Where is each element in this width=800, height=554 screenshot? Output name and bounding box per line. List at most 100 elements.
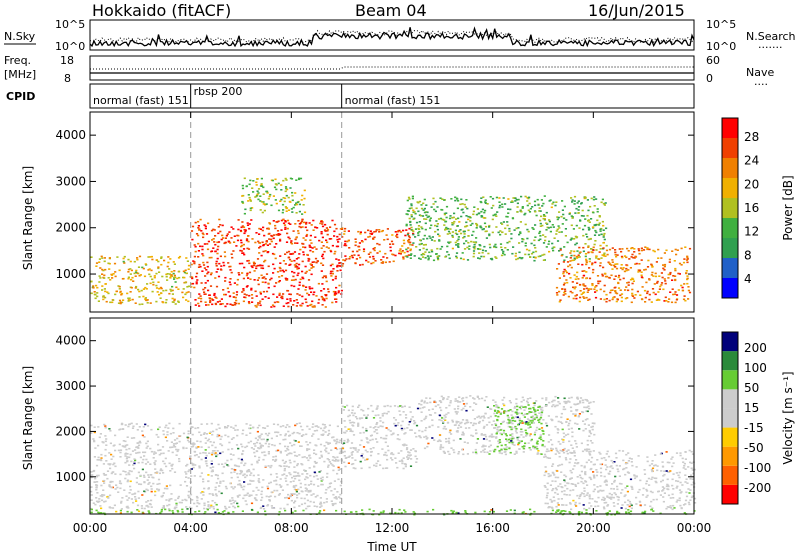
scatter-cell xyxy=(194,464,197,466)
scatter-cell xyxy=(462,237,465,239)
scatter-cell xyxy=(280,275,284,277)
scatter-cell xyxy=(194,221,197,224)
scatter-cell xyxy=(134,459,137,462)
scatter-cell xyxy=(593,477,596,479)
scatter-cell xyxy=(311,287,314,290)
scatter-cell xyxy=(372,258,375,260)
scatter-cell xyxy=(187,490,190,493)
scatter-cell xyxy=(243,266,246,269)
scatter-cell xyxy=(394,457,397,459)
scatter-cell xyxy=(384,261,387,264)
scatter-cell xyxy=(251,266,254,269)
scatter-cell xyxy=(395,462,398,464)
scatter-cell xyxy=(504,450,507,453)
scatter-cell xyxy=(618,465,621,467)
scatter-cell xyxy=(233,296,236,298)
scatter-cell xyxy=(289,253,292,255)
scatter-cell xyxy=(436,257,440,260)
scatter-cell xyxy=(218,427,221,429)
scatter-cell xyxy=(556,240,560,242)
scatter-cell xyxy=(191,499,194,501)
scatter-cell xyxy=(327,464,330,467)
freq-right-tick-high: 60 xyxy=(706,54,720,67)
scatter-cell xyxy=(250,294,254,296)
scatter-cell xyxy=(651,507,654,509)
scatter-cell xyxy=(309,246,312,248)
scatter-cell xyxy=(620,250,623,253)
scatter-cell xyxy=(684,481,687,483)
scatter-cell xyxy=(595,285,598,287)
scatter-cell xyxy=(674,248,677,251)
scatter-cell xyxy=(304,265,307,268)
scatter-cell xyxy=(174,446,177,448)
scatter-cell xyxy=(531,420,534,422)
scatter-cell xyxy=(686,258,689,260)
scatter-cell xyxy=(260,254,263,257)
scatter-cell xyxy=(234,464,237,467)
scatter-cell xyxy=(546,456,549,459)
scatter-cell xyxy=(272,263,275,266)
scatter-cell xyxy=(214,250,217,253)
scatter-cell xyxy=(688,503,691,506)
scatter-cell xyxy=(599,230,602,232)
scatter-cell xyxy=(613,479,616,482)
scatter-cell xyxy=(426,445,429,448)
scatter-cell xyxy=(498,426,501,428)
scatter-cell xyxy=(511,200,514,202)
scatter-cell xyxy=(569,260,572,262)
scatter-cell xyxy=(221,234,224,237)
scatter-cell xyxy=(566,241,569,244)
scatter-cell xyxy=(456,225,459,227)
scatter-cell xyxy=(212,494,215,496)
scatter-cell xyxy=(473,243,476,246)
scatter-cell xyxy=(493,405,496,407)
scatter-cell xyxy=(219,482,222,484)
scatter-cell xyxy=(149,275,152,278)
scatter-cell xyxy=(133,260,136,263)
scatter-cell xyxy=(424,417,427,419)
scatter-cell xyxy=(428,219,432,221)
scatter-cell xyxy=(451,217,454,219)
scatter-cell xyxy=(421,256,425,258)
scatter-cell xyxy=(275,473,278,475)
scatter-cell xyxy=(284,445,287,448)
scatter-cell xyxy=(510,414,513,416)
scatter-cell xyxy=(129,273,132,275)
scatter-cell xyxy=(677,480,680,483)
scatter-cell xyxy=(131,298,134,301)
scatter-cell xyxy=(518,417,521,420)
scatter-cell xyxy=(173,299,176,302)
scatter-cell xyxy=(176,450,179,453)
scatter-cell xyxy=(499,429,502,431)
scatter-cell xyxy=(574,212,577,214)
scatter-cell xyxy=(611,461,615,464)
scatter-cell xyxy=(285,480,288,482)
scatter-cell xyxy=(596,223,599,226)
scatter-cell xyxy=(359,460,362,463)
scatter-cell xyxy=(352,434,356,436)
scatter-cell xyxy=(248,495,251,497)
scatter-cell xyxy=(344,426,347,428)
scatter-cell xyxy=(465,402,468,405)
scatter-cell xyxy=(110,486,113,489)
scatter-cell xyxy=(301,276,304,279)
scatter-cell xyxy=(330,449,333,451)
scatter-cell xyxy=(448,453,451,455)
scatter-cell xyxy=(126,499,129,501)
scatter-cell xyxy=(568,212,571,214)
scatter-cell xyxy=(286,251,289,254)
scatter-cell xyxy=(366,414,369,416)
scatter-cell xyxy=(240,443,243,446)
scatter-cell xyxy=(416,201,419,203)
scatter-cell xyxy=(582,420,585,422)
scatter-cell xyxy=(328,238,331,240)
scatter-cell xyxy=(434,200,437,203)
scatter-cell xyxy=(471,435,475,437)
scatter-cell xyxy=(479,226,482,228)
scatter-cell xyxy=(534,410,537,413)
scatter-cell xyxy=(595,198,598,200)
scatter-cell xyxy=(210,298,213,300)
scatter-cell xyxy=(483,448,486,450)
scatter-cell xyxy=(528,434,532,437)
scatter-cell xyxy=(287,449,290,451)
